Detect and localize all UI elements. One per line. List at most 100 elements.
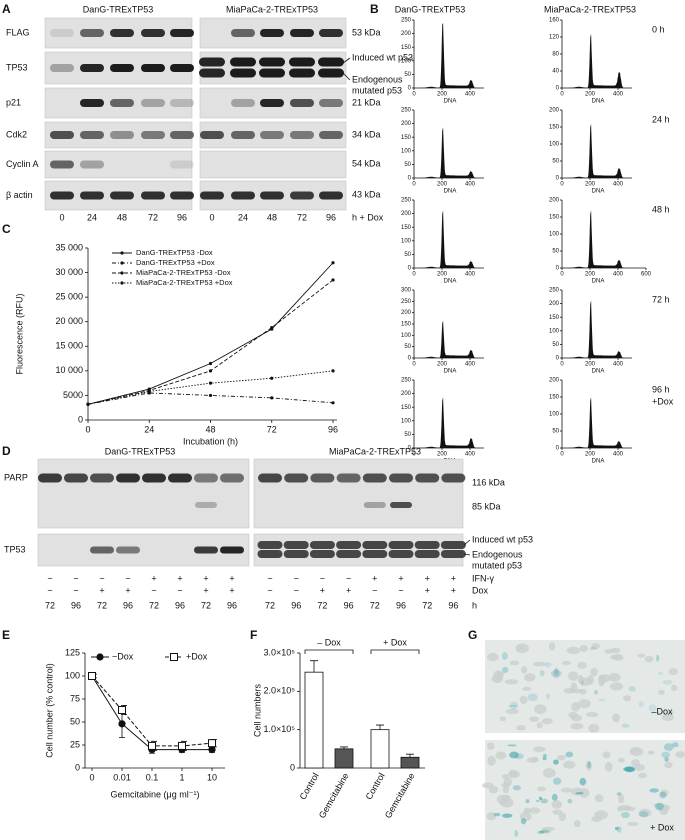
cell bbox=[486, 742, 495, 750]
cell bbox=[629, 747, 644, 757]
cell bbox=[591, 642, 600, 650]
cell bbox=[623, 695, 632, 702]
axis-label: DNA bbox=[592, 189, 605, 195]
time-label: 48 h bbox=[652, 204, 670, 214]
cell bbox=[531, 756, 539, 762]
histogram bbox=[562, 123, 630, 178]
cell bbox=[585, 712, 599, 718]
y-tick-label: 10 000 bbox=[55, 365, 83, 375]
stained-cell bbox=[542, 756, 547, 761]
cell bbox=[560, 787, 572, 793]
y-tick-label: 100 bbox=[401, 418, 412, 424]
x-tick-label: 400 bbox=[613, 182, 624, 188]
stained-cell bbox=[672, 742, 679, 748]
legend-marker bbox=[120, 281, 124, 285]
legend-label: MiaPaCa-2-TRExTP53 -Dox bbox=[136, 268, 231, 277]
marker-label: 43 kDa bbox=[352, 189, 381, 199]
x-tick-label: 200 bbox=[437, 452, 448, 458]
histogram bbox=[414, 320, 482, 358]
cell bbox=[505, 708, 519, 715]
x-tick-label: 0 bbox=[560, 182, 564, 188]
band bbox=[363, 502, 386, 508]
y-tick-label: 200 bbox=[401, 121, 412, 127]
legend-label: −Dox bbox=[112, 651, 134, 661]
point bbox=[208, 739, 216, 748]
stained-cell bbox=[507, 704, 518, 708]
stained-cell bbox=[554, 667, 559, 676]
x-tick-label: 400 bbox=[465, 452, 476, 458]
hour-label: 72 bbox=[45, 600, 55, 610]
band bbox=[290, 29, 314, 37]
y-tick-label: 150 bbox=[401, 45, 412, 51]
stained-cell bbox=[575, 791, 584, 795]
cell bbox=[631, 759, 640, 768]
condition-sign: − bbox=[73, 585, 78, 595]
stained-cell bbox=[507, 744, 517, 747]
band bbox=[110, 191, 134, 200]
cell bbox=[577, 661, 587, 669]
legend-label: DanG-TRExTP53 +Dox bbox=[136, 258, 215, 267]
cell bbox=[548, 642, 556, 651]
y-tick-label: 50 bbox=[404, 72, 411, 78]
stained-cell bbox=[638, 811, 649, 818]
condition-sign: − bbox=[267, 585, 272, 595]
y-tick-label: 150 bbox=[549, 215, 560, 221]
marker-label: Endogenous bbox=[352, 74, 403, 84]
cell bbox=[533, 661, 546, 667]
condition-sign: − bbox=[73, 573, 78, 583]
band bbox=[318, 68, 344, 78]
y-tick-label: 150 bbox=[401, 135, 412, 141]
cell bbox=[566, 646, 581, 655]
stained-cell bbox=[551, 793, 558, 801]
arrow bbox=[342, 72, 351, 81]
stained-cell bbox=[510, 701, 518, 710]
cell bbox=[668, 668, 679, 676]
cell bbox=[542, 767, 556, 778]
hour-label: 96 bbox=[344, 600, 354, 610]
x-tick-label: 0.1 bbox=[146, 772, 159, 782]
band bbox=[318, 57, 344, 67]
cell bbox=[604, 761, 613, 772]
band bbox=[80, 160, 104, 169]
x-tick-label: 200 bbox=[437, 272, 448, 278]
band bbox=[220, 546, 244, 554]
y-tick-label: 200 bbox=[549, 198, 560, 204]
y-tick-label: 100 bbox=[65, 670, 80, 680]
condition-sign: − bbox=[151, 585, 156, 595]
band bbox=[50, 160, 74, 169]
row-label: TP53 bbox=[6, 62, 28, 72]
condition-sign: + bbox=[203, 573, 208, 583]
marker-label: 53 kDa bbox=[352, 27, 381, 37]
hour-label: 72 bbox=[265, 600, 275, 610]
y-tick-label: 150 bbox=[401, 405, 412, 411]
band bbox=[110, 131, 134, 139]
cell bbox=[609, 682, 624, 691]
band bbox=[290, 131, 314, 139]
point bbox=[331, 369, 335, 373]
panel-label: C bbox=[2, 222, 11, 236]
histogram bbox=[414, 127, 482, 178]
stained-cell bbox=[616, 792, 622, 796]
legend-label: +Dox bbox=[186, 651, 208, 661]
condition-sign: + bbox=[451, 585, 456, 595]
band bbox=[257, 541, 283, 549]
point bbox=[86, 402, 90, 406]
y-tick-label: 0 bbox=[556, 176, 560, 182]
axis-label: DNA bbox=[444, 369, 457, 375]
y-tick-label: 100 bbox=[401, 58, 412, 64]
cell bbox=[602, 751, 611, 759]
band bbox=[231, 191, 255, 200]
band bbox=[141, 191, 165, 200]
lane-label: 48 bbox=[267, 212, 277, 222]
stained-cell bbox=[525, 799, 530, 803]
time-label: 72 h bbox=[652, 294, 670, 304]
lane-label: 96 bbox=[177, 212, 187, 222]
condition-sign: − bbox=[320, 573, 325, 583]
hour-name: h bbox=[472, 600, 477, 610]
marker-label: 54 kDa bbox=[352, 158, 381, 168]
band bbox=[257, 550, 283, 558]
histogram bbox=[562, 300, 630, 358]
group-header: DanG-TRExTP53 bbox=[83, 4, 154, 14]
time-label: 0 h bbox=[652, 24, 665, 34]
